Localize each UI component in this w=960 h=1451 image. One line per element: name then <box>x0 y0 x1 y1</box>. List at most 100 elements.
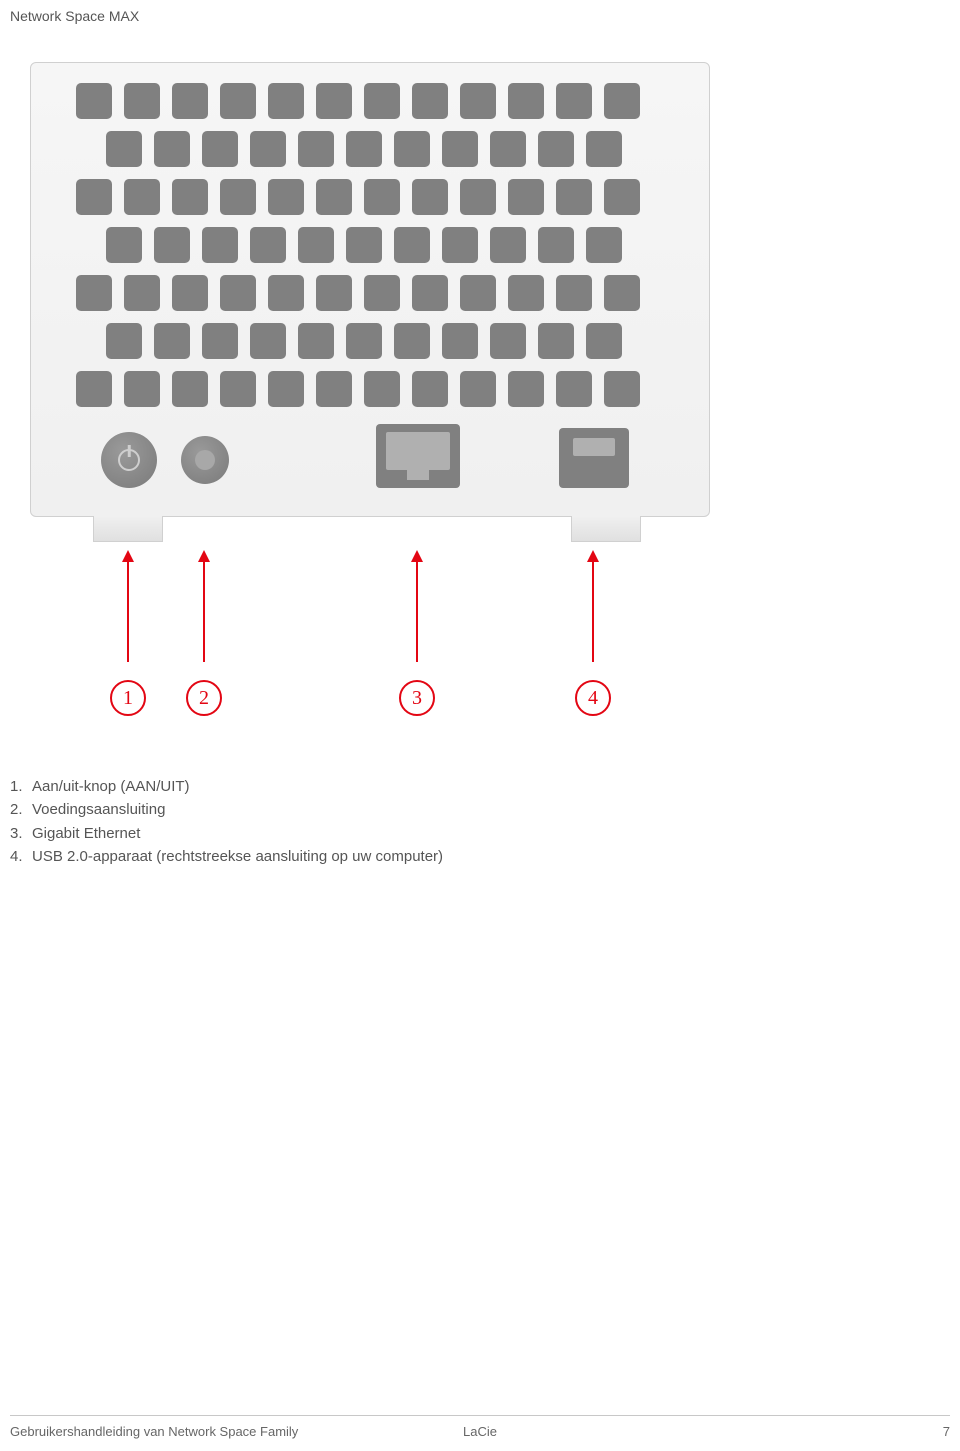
vent-hole <box>154 227 190 263</box>
vent-hole <box>604 275 640 311</box>
vent-hole <box>508 83 544 119</box>
vent-hole <box>220 83 256 119</box>
usb-inner <box>573 438 615 456</box>
vent-hole <box>298 323 334 359</box>
vent-hole <box>460 371 496 407</box>
device-foot-right <box>571 516 641 542</box>
page-footer: Gebruikershandleiding van Network Space … <box>10 1415 950 1439</box>
vent-hole <box>172 179 208 215</box>
vent-hole <box>76 371 112 407</box>
vent-row <box>106 227 651 263</box>
vent-hole <box>586 131 622 167</box>
vent-hole <box>508 371 544 407</box>
vent-hole <box>412 371 448 407</box>
legend-text: Voedingsaansluiting <box>32 798 165 821</box>
device-foot-left <box>93 516 163 542</box>
vent-hole <box>220 179 256 215</box>
vent-hole <box>460 83 496 119</box>
dc-inner <box>195 450 215 470</box>
callouts-layer: 1234 <box>30 540 710 730</box>
vent-hole <box>346 323 382 359</box>
vent-hole <box>442 323 478 359</box>
vent-hole <box>316 179 352 215</box>
callout-arrow <box>203 552 205 662</box>
vent-hole <box>172 275 208 311</box>
vent-hole <box>250 131 286 167</box>
vent-hole <box>508 179 544 215</box>
callout-number: 1 <box>110 680 146 716</box>
vent-hole <box>460 275 496 311</box>
vent-hole <box>538 131 574 167</box>
vent-row <box>76 83 651 119</box>
vent-hole <box>604 83 640 119</box>
legend-number: 4. <box>10 845 32 868</box>
vent-hole <box>220 275 256 311</box>
legend-text: Gigabit Ethernet <box>32 822 140 845</box>
footer-left: Gebruikershandleiding van Network Space … <box>10 1424 480 1439</box>
vent-hole <box>586 227 622 263</box>
vent-hole <box>490 227 526 263</box>
vent-hole <box>106 323 142 359</box>
device-diagram <box>30 62 710 517</box>
vent-hole <box>556 83 592 119</box>
vent-row <box>76 371 651 407</box>
callout-number: 3 <box>399 680 435 716</box>
vent-hole <box>220 371 256 407</box>
vent-hole <box>106 227 142 263</box>
vent-hole <box>394 323 430 359</box>
ethernet-inner <box>386 432 450 470</box>
vent-hole <box>268 275 304 311</box>
vent-hole <box>268 83 304 119</box>
vent-hole <box>442 131 478 167</box>
vent-hole <box>604 179 640 215</box>
vent-hole <box>316 83 352 119</box>
legend-item: 2.Voedingsaansluiting <box>10 798 443 821</box>
footer-page-number: 7 <box>480 1424 950 1439</box>
ethernet-port <box>376 424 460 488</box>
vent-hole <box>124 275 160 311</box>
callout-number: 4 <box>575 680 611 716</box>
vent-hole <box>364 371 400 407</box>
callout-arrow <box>592 552 594 662</box>
vent-row <box>76 179 651 215</box>
vent-hole <box>538 227 574 263</box>
vent-hole <box>172 371 208 407</box>
footer-center: LaCie <box>463 1424 497 1439</box>
vent-hole <box>298 227 334 263</box>
vent-hole <box>202 131 238 167</box>
vent-hole <box>202 323 238 359</box>
usb-port <box>559 428 629 488</box>
vent-hole <box>106 131 142 167</box>
vent-hole <box>76 83 112 119</box>
vent-hole <box>412 83 448 119</box>
callout-arrow <box>416 552 418 662</box>
vent-hole <box>556 371 592 407</box>
header-title: Network Space MAX <box>10 8 139 24</box>
dc-power-jack <box>181 436 229 484</box>
vent-hole <box>490 131 526 167</box>
vent-hole <box>124 179 160 215</box>
page-header: Network Space MAX <box>10 8 139 24</box>
ethernet-clip <box>407 470 429 480</box>
vent-hole <box>346 227 382 263</box>
vent-hole <box>154 323 190 359</box>
vent-hole <box>394 227 430 263</box>
vent-hole <box>412 179 448 215</box>
vent-hole <box>586 323 622 359</box>
legend-text: Aan/uit-knop (AAN/UIT) <box>32 775 190 798</box>
legend-number: 3. <box>10 822 32 845</box>
vent-hole <box>394 131 430 167</box>
vent-hole <box>538 323 574 359</box>
legend-item: 4.USB 2.0-apparaat (rechtstreekse aanslu… <box>10 845 443 868</box>
legend-number: 1. <box>10 775 32 798</box>
legend-number: 2. <box>10 798 32 821</box>
vent-hole <box>250 323 286 359</box>
vent-hole <box>76 179 112 215</box>
vent-hole <box>316 371 352 407</box>
vent-hole <box>298 131 334 167</box>
vent-row <box>106 323 651 359</box>
device-body <box>30 62 710 517</box>
vent-hole <box>154 131 190 167</box>
vent-hole <box>124 371 160 407</box>
vent-hole <box>412 275 448 311</box>
